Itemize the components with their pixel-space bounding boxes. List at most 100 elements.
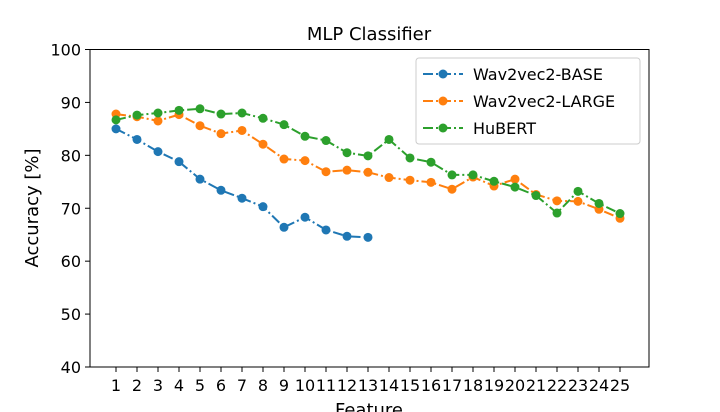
data-point	[111, 124, 121, 134]
data-point	[489, 176, 499, 186]
legend-marker	[438, 123, 448, 133]
x-tick-label: 11	[316, 376, 336, 395]
data-point	[510, 182, 520, 192]
legend-frame	[415, 57, 641, 145]
data-point	[279, 154, 289, 164]
x-axis-label: Feature	[335, 400, 403, 412]
data-point	[321, 167, 331, 177]
x-tick-label: 13	[358, 376, 378, 395]
data-point	[321, 225, 331, 235]
data-point	[594, 198, 604, 208]
data-point	[510, 174, 520, 184]
data-point	[426, 157, 436, 167]
data-point	[258, 202, 268, 212]
x-tick-label: 8	[258, 376, 268, 395]
x-tick-label: 4	[174, 376, 184, 395]
y-tick-label: 40	[61, 358, 81, 377]
legend-marker	[438, 96, 448, 106]
chart-title: MLP Classifier	[307, 24, 432, 45]
x-tick-label: 25	[610, 376, 630, 395]
x-tick-label: 23	[568, 376, 588, 395]
y-tick-label: 60	[61, 252, 81, 271]
data-point	[552, 196, 562, 206]
data-point	[279, 120, 289, 130]
data-point	[405, 175, 415, 185]
data-point	[216, 129, 226, 139]
data-point	[300, 156, 310, 166]
y-axis-label: Accuracy [%]	[22, 148, 43, 267]
data-point	[258, 113, 268, 123]
data-point	[342, 165, 352, 175]
data-point	[615, 209, 625, 219]
data-point	[384, 173, 394, 183]
data-point	[195, 174, 205, 184]
data-point	[384, 134, 394, 144]
data-point	[300, 212, 310, 222]
x-tick-label: 5	[195, 376, 205, 395]
x-tick-label: 12	[337, 376, 357, 395]
series-wav2vec2-base	[111, 124, 373, 242]
data-point	[321, 136, 331, 146]
data-point	[531, 191, 541, 201]
x-tick-label: 20	[505, 376, 525, 395]
x-tick-label: 6	[216, 376, 226, 395]
data-point	[132, 134, 142, 144]
y-tick-label: 100	[50, 41, 81, 60]
data-point	[111, 115, 121, 125]
data-point	[279, 222, 289, 232]
x-tick-label: 22	[547, 376, 567, 395]
x-tick-label: 19	[484, 376, 504, 395]
x-tick-label: 3	[153, 376, 163, 395]
data-point	[195, 121, 205, 131]
y-tick-label: 90	[61, 93, 81, 112]
x-tick-label: 21	[526, 376, 546, 395]
data-point	[237, 125, 247, 135]
data-point	[237, 108, 247, 118]
x-tick-label: 18	[463, 376, 483, 395]
data-point	[363, 151, 373, 161]
x-tick-label: 10	[295, 376, 315, 395]
x-tick-label: 17	[442, 376, 462, 395]
x-tick-label: 9	[279, 376, 289, 395]
x-tick-label: 16	[421, 376, 441, 395]
data-point	[237, 193, 247, 203]
x-tick-label: 14	[379, 376, 399, 395]
data-point	[153, 147, 163, 157]
legend-label: Wav2vec2-LARGE	[473, 92, 615, 111]
series-line	[115, 128, 369, 239]
data-point	[153, 116, 163, 126]
data-point	[342, 148, 352, 158]
legend-label: HuBERT	[473, 119, 536, 138]
x-tick-label: 1	[111, 376, 121, 395]
data-point	[405, 153, 415, 163]
data-point	[363, 167, 373, 177]
data-point	[216, 109, 226, 119]
x-axis: 1 2 3 4 5 6 7 8 9 10 11 12 13 14 15 16 17 18 19 20 21 22 23 24 2…	[111, 367, 630, 395]
legend-marker	[438, 69, 448, 79]
series-hubert	[111, 104, 625, 219]
data-point	[174, 157, 184, 167]
data-point	[300, 131, 310, 141]
data-point	[573, 196, 583, 206]
y-tick-label: 70	[61, 199, 81, 218]
data-point	[363, 232, 373, 242]
legend: Wav2vec2-BASE Wav2vec2-LARGE HuBERT	[415, 57, 641, 145]
data-point	[153, 108, 163, 118]
data-point	[468, 170, 478, 180]
data-point	[216, 185, 226, 195]
data-point	[258, 139, 268, 149]
data-point	[174, 105, 184, 115]
x-tick-label: 2	[132, 376, 142, 395]
data-point	[132, 110, 142, 120]
x-tick-label: 7	[237, 376, 247, 395]
y-tick-label: 50	[61, 305, 81, 324]
x-tick-label: 15	[400, 376, 420, 395]
data-point	[426, 177, 436, 187]
data-point	[342, 231, 352, 241]
data-point	[447, 170, 457, 180]
data-point	[573, 186, 583, 196]
data-point	[195, 104, 205, 114]
y-tick-label: 80	[61, 146, 81, 165]
series-layer	[111, 104, 625, 242]
